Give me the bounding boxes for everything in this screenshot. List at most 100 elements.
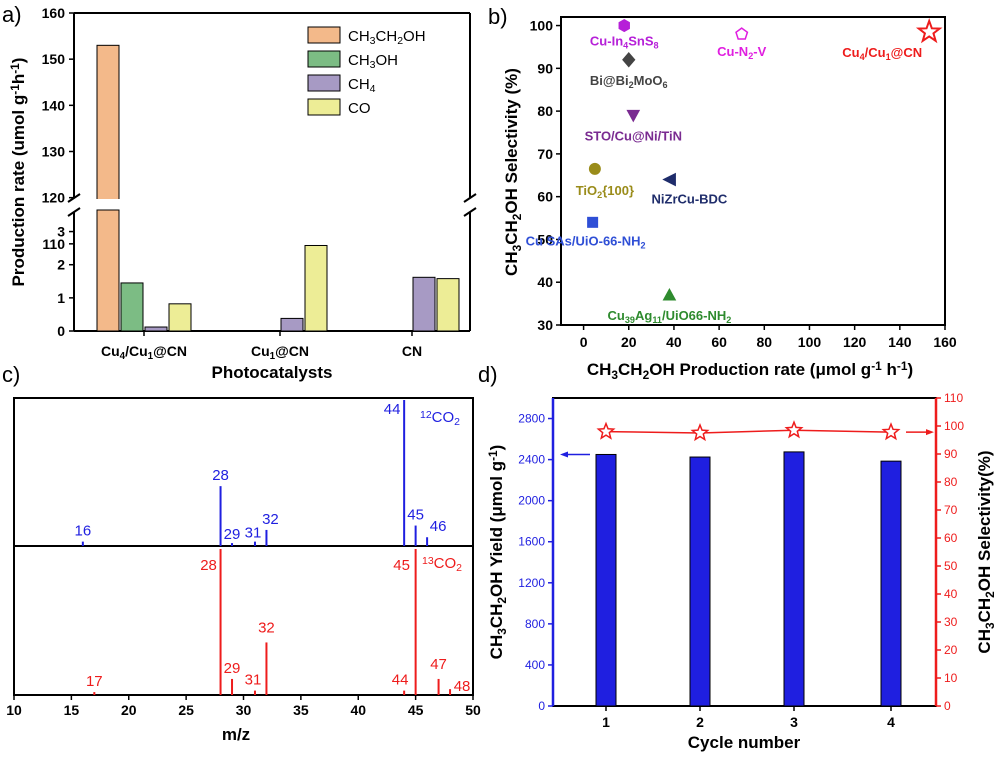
bar (96, 209, 120, 332)
x-axis-title: Photocatalysts (212, 363, 333, 382)
y-tick-label: 2000 (518, 494, 545, 508)
x-tick-label: 25 (178, 702, 194, 718)
peak-label: 28 (212, 467, 229, 484)
legend-label: CH3CH2OH (348, 28, 426, 47)
marker-square (587, 216, 599, 228)
peak-label: 44 (384, 401, 401, 418)
peak-label: 28 (200, 557, 217, 574)
x-tick-label: 40 (666, 334, 682, 350)
panel-d-letter: d) (478, 362, 498, 387)
bar-break-gap (95, 199, 121, 209)
axis-break-mark (67, 207, 81, 217)
y-tick-label: 400 (525, 658, 545, 672)
bar (96, 44, 120, 201)
y-axis-title: Production rate (umol g-1h-1) (8, 58, 28, 287)
bar (783, 451, 805, 707)
legend-swatch (307, 26, 341, 44)
y-tick-label: 140 (42, 97, 66, 113)
legend-swatch (307, 50, 341, 68)
y-tick-label: 150 (42, 51, 66, 67)
bar (280, 317, 304, 332)
axis-break-mark (463, 207, 477, 217)
series-label: 13CO2 (422, 555, 462, 575)
y-tick-label: 2800 (518, 412, 545, 426)
bar (595, 453, 617, 707)
x-axis-title: m/z (222, 725, 250, 744)
y-tick-label: 40 (537, 274, 553, 290)
point-label: Cu-In4SnS8 (590, 34, 659, 51)
y-right-tick-label: 10 (944, 671, 958, 685)
x-tick-label: 15 (64, 702, 80, 718)
arrow-left-head (560, 451, 568, 458)
x-tick-label: 0 (580, 334, 588, 350)
y-tick-label: 90 (537, 60, 553, 76)
peak-label: 45 (393, 557, 410, 574)
y-right-tick-label: 50 (944, 559, 958, 573)
y-right-tick-label: 20 (944, 643, 958, 657)
y-tick-label: 120 (42, 190, 66, 206)
y-tick-label: 2400 (518, 453, 545, 467)
y-tick-label: 70 (537, 146, 553, 162)
bar (144, 326, 168, 332)
y-tick-label: 2 (57, 257, 65, 273)
y-axis-title: CH3CH2OH Selectivity (%) (502, 68, 524, 276)
y-right-tick-label: 30 (944, 615, 958, 629)
x-tick-label: 120 (843, 334, 867, 350)
point-label: Cu SAs/UiO-66-NH2 (526, 233, 646, 250)
peak-label: 29 (224, 660, 241, 677)
x-tick-label: 140 (888, 334, 912, 350)
bar (168, 303, 192, 332)
peak-label: 31 (245, 672, 262, 689)
x-tick-label: 50 (465, 702, 481, 718)
y-axis-title: CH3CH2OH Yield (μmol g-1) (486, 445, 508, 660)
marker-star (915, 18, 943, 44)
point-label: Cu39Ag11/UiO66-NH2 (608, 308, 732, 325)
x-tick-label: 20 (621, 334, 637, 350)
selectivity-star (690, 422, 710, 442)
y-tick-label: 1 (57, 290, 65, 306)
y-right-tick-label: 110 (944, 391, 963, 405)
x-tick-label: 10 (6, 702, 22, 718)
bar (120, 282, 144, 332)
y-tick-label: 80 (537, 103, 553, 119)
x-tick-label: 60 (711, 334, 727, 350)
x-tick-label: 4 (887, 714, 895, 730)
panel-d-chart: 0 400 800 1200 1600 2000 2400 2800 0 10 20 30 40 50 60… (486, 391, 996, 752)
x-tick-label: 100 (798, 334, 822, 350)
series-label: 12CO2 (420, 409, 460, 429)
marker-triangle-left (662, 172, 676, 187)
y-right-tick-label: 70 (944, 503, 958, 517)
x-tick-label: 1 (602, 714, 610, 730)
selectivity-star (784, 420, 804, 439)
y-tick-label: 100 (530, 18, 554, 34)
marker-triangle-up (662, 288, 677, 301)
y-tick-label: 110 (42, 236, 65, 252)
point-label: NiZrCu-BDC (652, 192, 728, 207)
panel-a-letter: a) (2, 2, 22, 27)
y-tick-label: 30 (537, 317, 553, 333)
bar (689, 456, 711, 707)
peak-label: 16 (75, 523, 92, 540)
x-tick-label: 45 (408, 702, 424, 718)
y-right-tick-label: 100 (944, 419, 964, 433)
x-tick-label: 40 (350, 702, 366, 718)
bar (304, 244, 328, 332)
y-tick-label: 160 (42, 5, 66, 21)
peak-label: 32 (262, 511, 279, 528)
peak-label: 32 (258, 619, 275, 636)
plot-frame (560, 16, 946, 326)
y-right-tick-label: 0 (944, 699, 951, 713)
point-label: Bi@Bi2MoO6 (590, 73, 668, 90)
legend-swatch (307, 74, 341, 92)
peak-label: 29 (224, 526, 241, 543)
x-category-label: Cu1@CN (251, 343, 309, 362)
y-tick-label: 50 (537, 231, 553, 247)
legend-swatch (307, 98, 341, 116)
y-tick-label: 60 (537, 189, 553, 205)
selectivity-star (881, 422, 901, 441)
x-tick-label: 35 (293, 702, 309, 718)
peak-label: 45 (407, 507, 424, 524)
peak-label: 48 (454, 678, 471, 695)
